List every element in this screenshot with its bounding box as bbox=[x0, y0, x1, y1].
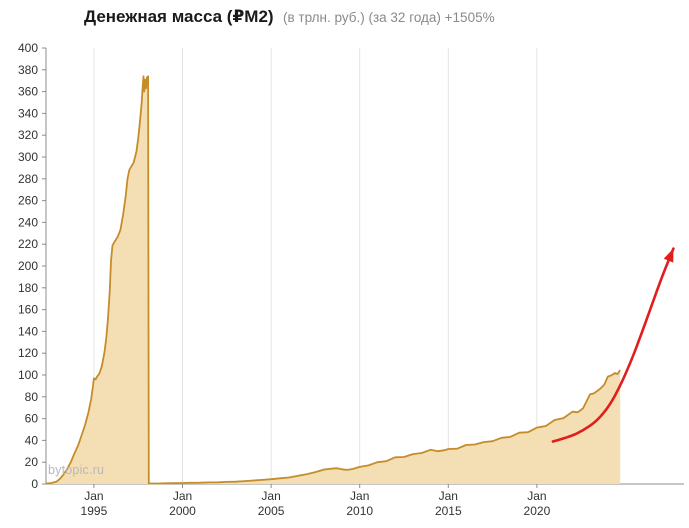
chart-header: Денежная масса (₽М2) (в трлн. руб.) (за … bbox=[84, 7, 495, 27]
x-tick-month-label: Jan bbox=[527, 489, 546, 503]
y-tick-label: 80 bbox=[25, 390, 39, 404]
x-tick-year-label: 1995 bbox=[81, 504, 108, 518]
growth-trend-arrow bbox=[551, 247, 675, 443]
x-tick-month-label: Jan bbox=[84, 489, 103, 503]
y-tick-label: 240 bbox=[18, 215, 38, 229]
y-tick-label: 220 bbox=[18, 237, 38, 251]
y-tick-label: 40 bbox=[25, 433, 39, 447]
m2-area-chart: Jan1995Jan2000Jan2005Jan2010Jan2015Jan20… bbox=[18, 41, 684, 518]
y-tick-label: 160 bbox=[18, 303, 38, 317]
y-tick-label: 100 bbox=[18, 368, 38, 382]
y-tick-label: 320 bbox=[18, 128, 38, 142]
y-tick-label: 400 bbox=[18, 41, 38, 55]
y-tick-label: 20 bbox=[25, 455, 39, 469]
y-tick-label: 180 bbox=[18, 281, 38, 295]
y-tick-label: 360 bbox=[18, 85, 38, 99]
x-tick-year-label: 2010 bbox=[346, 504, 373, 518]
x-tick-month-label: Jan bbox=[350, 489, 369, 503]
y-tick-label: 280 bbox=[18, 172, 38, 186]
y-tick-label: 200 bbox=[18, 259, 38, 273]
y-tick-label: 260 bbox=[18, 194, 38, 208]
x-tick-month-label: Jan bbox=[173, 489, 192, 503]
x-tick-month-label: Jan bbox=[261, 489, 280, 503]
x-tick-year-label: 2015 bbox=[435, 504, 462, 518]
y-tick-label: 380 bbox=[18, 63, 38, 77]
x-tick-year-label: 2000 bbox=[169, 504, 196, 518]
x-tick-month-label: Jan bbox=[439, 489, 458, 503]
y-tick-label: 60 bbox=[25, 412, 39, 426]
x-tick-year-label: 2020 bbox=[524, 504, 551, 518]
arrow-head-icon bbox=[663, 248, 674, 263]
y-tick-label: 140 bbox=[18, 324, 38, 338]
y-tick-label: 340 bbox=[18, 106, 38, 120]
watermark: bytopic.ru bbox=[48, 463, 105, 477]
chart-title: Денежная масса (₽М2) bbox=[84, 7, 274, 26]
y-tick-label: 300 bbox=[18, 150, 38, 164]
chart-subtitle: (в трлн. руб.) (за 32 года) +1505% bbox=[283, 10, 495, 25]
y-tick-label: 120 bbox=[18, 346, 38, 360]
m2-line-series bbox=[45, 75, 621, 485]
y-tick-label: 0 bbox=[31, 477, 38, 491]
m2-area-fill bbox=[46, 76, 621, 485]
x-tick-year-label: 2005 bbox=[258, 504, 285, 518]
